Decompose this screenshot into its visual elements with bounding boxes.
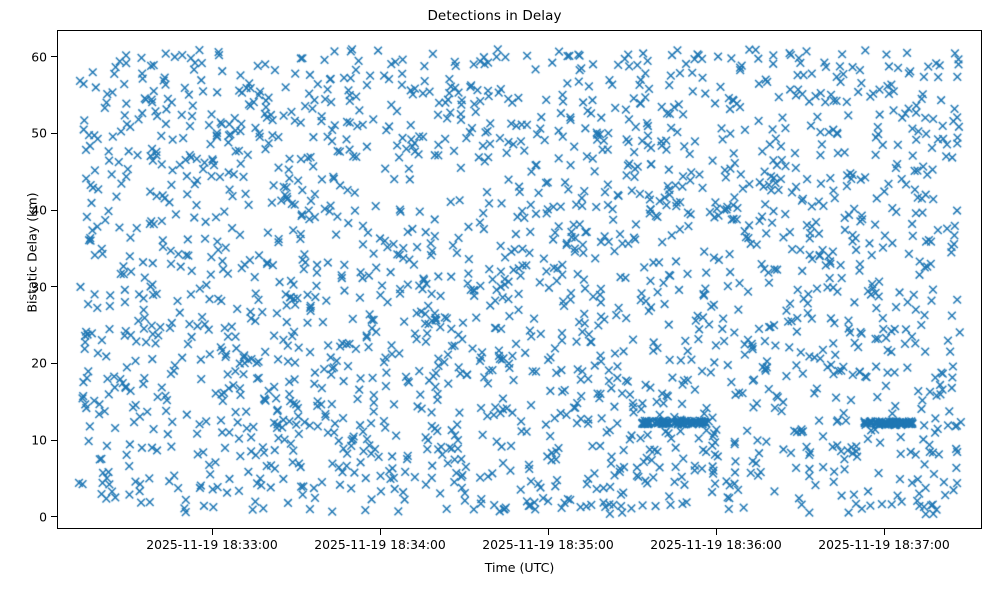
- x-tick-label: 2025-11-19 18:33:00: [146, 537, 278, 552]
- y-tick-mark: [51, 439, 57, 441]
- plot-area: [57, 30, 982, 529]
- y-tick-mark: [51, 286, 57, 288]
- page-title: Detections in Delay: [427, 8, 562, 24]
- y-tick-label: 10: [31, 432, 47, 448]
- y-tick-label: 30: [31, 279, 47, 295]
- y-tick-label: 50: [31, 125, 47, 141]
- y-axis-label: Bistatic Delay (km): [24, 192, 40, 313]
- y-tick-mark: [51, 209, 57, 211]
- scatter-data-layer: [58, 31, 981, 528]
- x-tick-mark: [547, 529, 549, 535]
- y-tick-mark: [51, 56, 57, 58]
- y-tick-label: 0: [39, 509, 47, 525]
- x-tick-mark: [211, 529, 213, 535]
- y-axis-tick-labels: 0 10 20 30 40 50 60: [0, 0, 47, 590]
- y-tick-label: 40: [31, 202, 47, 218]
- x-tick-mark: [715, 529, 717, 535]
- x-tick-label: 2025-11-19 18:36:00: [650, 537, 782, 552]
- y-tick-mark: [51, 516, 57, 518]
- x-tick-mark: [883, 529, 885, 535]
- x-tick-label: 2025-11-19 18:35:00: [482, 537, 614, 552]
- y-tick-mark: [51, 132, 57, 135]
- y-tick-label: 60: [31, 49, 47, 65]
- x-tick-mark: [379, 529, 381, 535]
- x-tick-label: 2025-11-19 18:37:00: [818, 537, 950, 552]
- y-tick-label: 20: [31, 355, 47, 371]
- x-axis-label: Time (UTC): [484, 560, 555, 575]
- y-tick-mark: [51, 362, 57, 365]
- x-tick-label: 2025-11-19 18:34:00: [314, 537, 446, 552]
